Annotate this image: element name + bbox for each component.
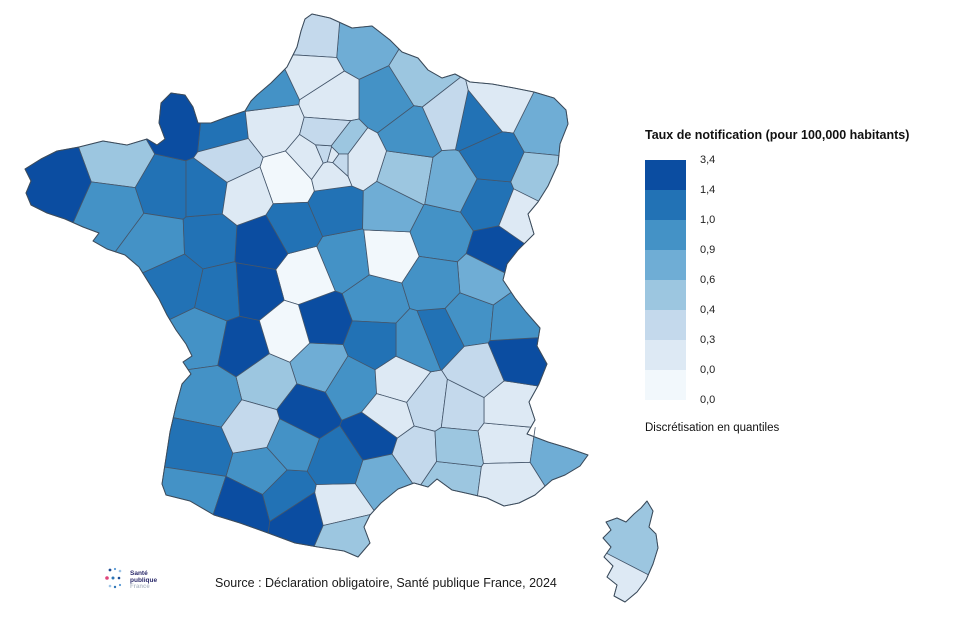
legend-tick-label: 0,0 <box>700 394 716 406</box>
department-loz-re <box>361 393 415 439</box>
logo-line-sante: Santé <box>130 569 148 577</box>
legend-tick-label: 1,0 <box>700 214 716 226</box>
department-puy-de-d-me <box>342 320 397 371</box>
logo-line-france: France <box>130 583 150 590</box>
logo-text: Santé publique France <box>130 570 157 591</box>
department-sa-ne-et-loire <box>401 255 461 311</box>
legend-tick-label: 0,3 <box>700 334 716 346</box>
legend-swatch <box>645 310 686 340</box>
department-vosges <box>458 131 525 183</box>
department-haute-vienne <box>258 299 311 363</box>
legend-tick-label: 0,9 <box>700 244 716 256</box>
legend-tick-label: 0,6 <box>700 274 716 286</box>
department-sarthe <box>221 166 274 226</box>
legend: Taux de notification (pour 100,000 habit… <box>645 128 957 458</box>
legend-swatch <box>645 250 686 280</box>
legend-ticks: 3,4 1,4 1,0 0,9 0,6 0,4 0,3 0,0 0,0 <box>700 154 770 406</box>
department-tarn-et-garonne <box>266 418 320 472</box>
legend-tick-label: 3,4 <box>700 154 716 166</box>
department-val-de-marne <box>332 153 349 177</box>
legend-body: 3,4 1,4 1,0 0,9 0,6 0,4 0,3 0,0 0,0 <box>645 154 805 406</box>
sante-publique-france-logo: Santé publique France <box>104 566 157 594</box>
coastline <box>24 13 589 558</box>
legend-swatches <box>645 160 686 400</box>
legend-swatch <box>645 220 686 250</box>
coastline <box>602 500 659 603</box>
legend-swatch <box>645 340 686 370</box>
logo-line-publique: publique <box>130 576 158 584</box>
department-vienne <box>235 262 285 321</box>
legend-swatch <box>645 160 686 190</box>
legend-tick-label: 0,0 <box>700 364 716 376</box>
legend-title: Taux de notification (pour 100,000 habit… <box>645 128 910 142</box>
source-caption: Source : Déclaration obligatoire, Santé … <box>215 576 557 590</box>
department-yonne <box>362 181 425 233</box>
legend-tick-label: 0,4 <box>700 304 716 316</box>
legend-tick-label: 1,4 <box>700 184 716 196</box>
department-manche <box>145 92 201 162</box>
department-vaucluse <box>434 427 484 467</box>
department-val-d-oise <box>299 116 351 147</box>
logo-dots-icon <box>105 567 122 589</box>
legend-swatch <box>645 190 686 220</box>
department-alpes-de-haute-provence <box>477 422 535 464</box>
legend-note: Discrétisation en quantiles <box>645 422 780 434</box>
legend-swatch <box>645 280 686 310</box>
legend-swatch <box>645 370 686 400</box>
